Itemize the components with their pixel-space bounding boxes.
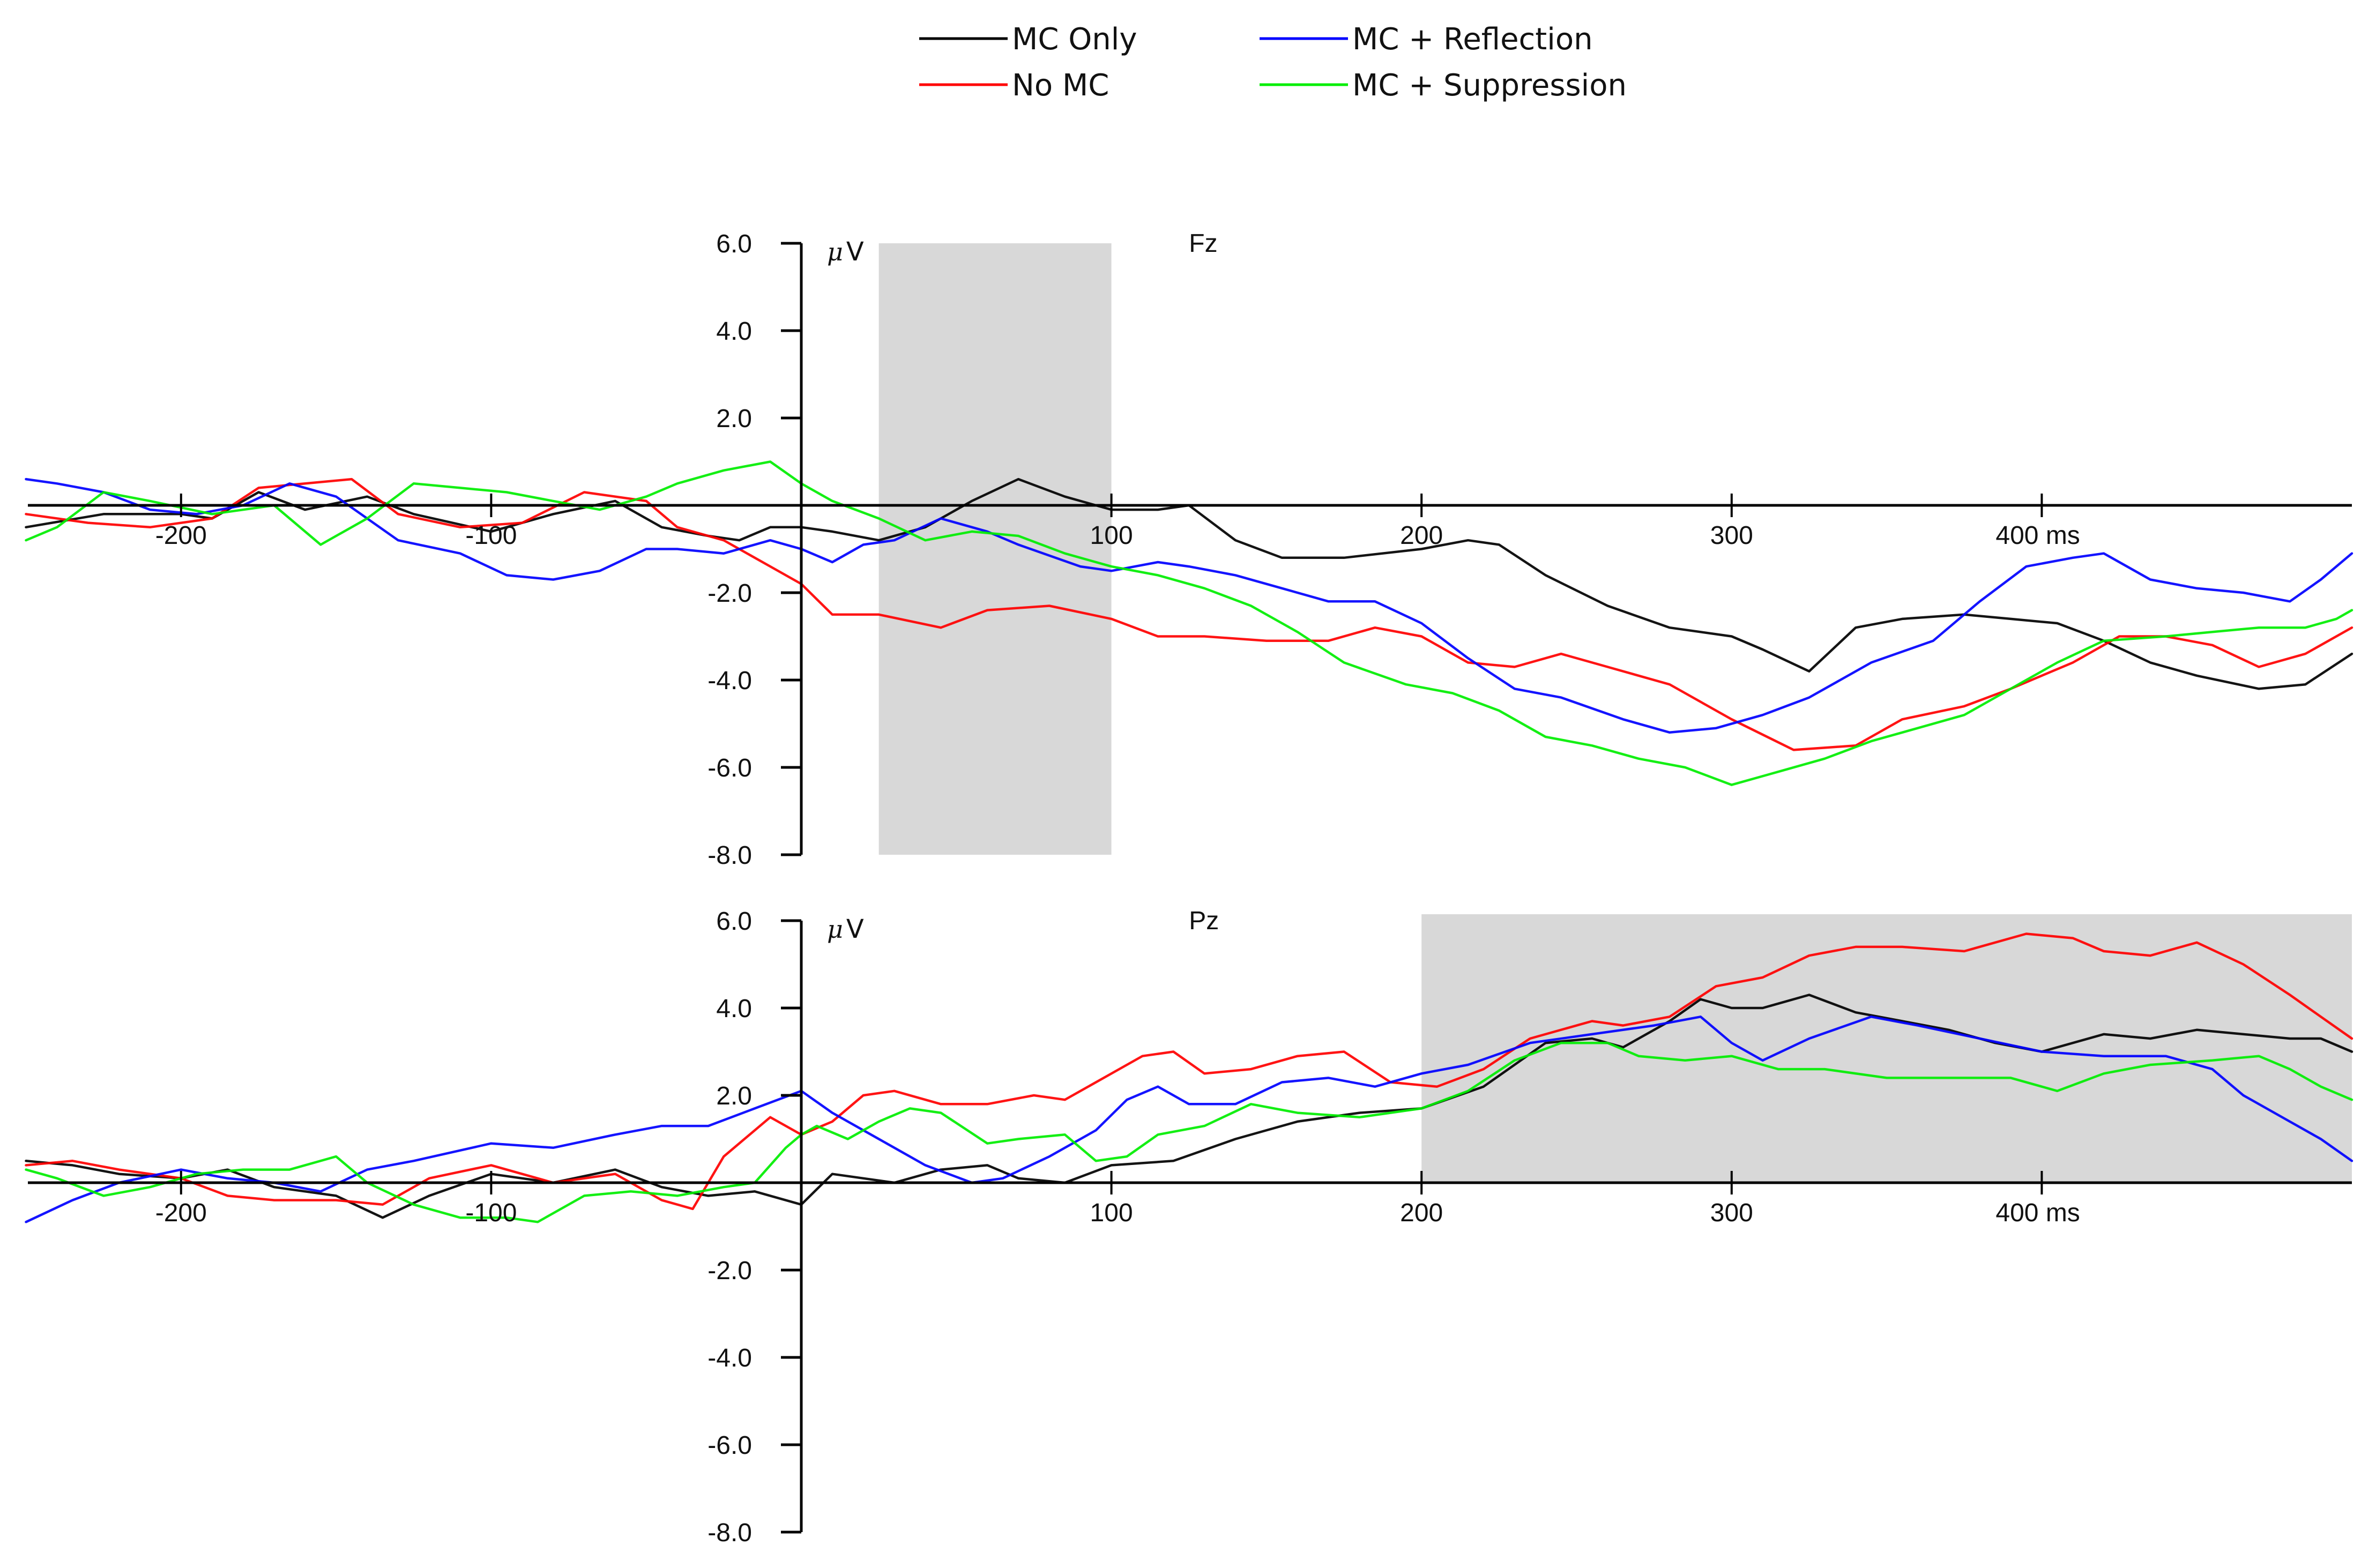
- pz-x-tick-label: 400 ms: [1995, 1199, 2080, 1227]
- fz-x-tick-label: 300: [1710, 521, 1753, 550]
- fz-y-tick-label: 2.0: [716, 405, 752, 433]
- pz-series-no-mc: [25, 932, 2353, 1211]
- pz-x-tick-label: -100: [465, 1199, 517, 1227]
- fz-x-tick-label: -100: [465, 521, 517, 550]
- pz-y-tick-label: 2.0: [716, 1082, 752, 1110]
- legend-item-mc-reflection: MC + Reflection: [1260, 22, 1593, 57]
- fz-title: Fz: [1189, 229, 1217, 258]
- fz-x-tick-label: 100: [1090, 521, 1133, 550]
- fz-series-no-mc: [25, 477, 2353, 751]
- pz-panel: 6.0 4.0 2.0 -2.0 -4.0 -6.0 -8.0 -200 -100 100 200 3…: [25, 907, 2353, 1547]
- fz-y-tick-label: 6.0: [716, 230, 752, 258]
- legend-item-mc-suppression: MC + Suppression: [1260, 68, 1627, 103]
- pz-series-mc-suppression: [25, 1041, 2353, 1223]
- legend-label-mc-only: MC Only: [1012, 22, 1137, 57]
- pz-series-mc-reflection: [25, 1016, 2353, 1223]
- legend-label-mc-reflection: MC + Reflection: [1352, 22, 1593, 57]
- pz-x-tick-label: 300: [1710, 1199, 1753, 1227]
- fz-series-mc-only: [25, 477, 2353, 690]
- fz-y-tick-label: 4.0: [716, 317, 752, 346]
- fz-series-mc-reflection: [25, 477, 2353, 734]
- legend-item-mc-only: MC Only: [919, 22, 1137, 57]
- pz-y-tick-label: -8.0: [707, 1519, 752, 1547]
- legend-label-no-mc: No MC: [1012, 68, 1109, 103]
- fz-y-tick-label: -6.0: [707, 754, 752, 782]
- pz-y-tick-label: -4.0: [707, 1344, 752, 1372]
- fz-y-tick-label: -2.0: [707, 579, 752, 608]
- pz-y-tick-label: 6.0: [716, 907, 752, 936]
- pz-title: Pz: [1189, 907, 1219, 935]
- fz-x-tick-label: 200: [1400, 521, 1443, 550]
- fz-x-tick-label: -200: [155, 521, 207, 550]
- fz-y-tick-label: -8.0: [707, 841, 752, 870]
- pz-highlight-window: [1421, 914, 2352, 1183]
- pz-unit-v: V: [846, 914, 864, 944]
- legend-label-mc-suppression: MC + Suppression: [1352, 68, 1627, 103]
- legend: MC Only No MC MC + Reflection MC + Suppr…: [919, 22, 1627, 103]
- pz-x-tick-label: -200: [155, 1199, 207, 1227]
- legend-item-no-mc: No MC: [919, 68, 1109, 103]
- pz-y-tick-label: 4.0: [716, 995, 752, 1023]
- fz-unit-v: V: [846, 237, 864, 267]
- pz-y-tick-label: -6.0: [707, 1431, 752, 1460]
- fz-y-tick-label: -4.0: [707, 667, 752, 695]
- pz-y-tick-label: -2.0: [707, 1257, 752, 1285]
- pz-x-tick-label: 100: [1090, 1199, 1133, 1227]
- fz-panel: 6.0 4.0 2.0 -2.0 -4.0 -6.0 -8.0 -200 -100 100 200 3…: [25, 229, 2353, 870]
- fz-x-tick-label: 400 ms: [1995, 521, 2080, 550]
- pz-x-tick-label: 200: [1400, 1199, 1443, 1227]
- fz-highlight-window: [878, 243, 1112, 855]
- fz-unit-mu: μ: [827, 237, 843, 266]
- pz-unit-mu: μ: [827, 915, 843, 944]
- fz-series-mc-suppression: [25, 460, 2353, 786]
